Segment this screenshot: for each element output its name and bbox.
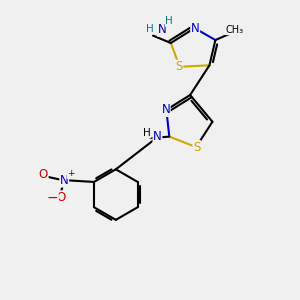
Text: S: S xyxy=(176,60,183,73)
Text: +: + xyxy=(67,169,74,178)
Text: N: N xyxy=(161,103,170,116)
Text: H: H xyxy=(143,128,151,138)
Text: N: N xyxy=(60,174,69,187)
Text: H: H xyxy=(146,24,154,34)
Text: O: O xyxy=(56,191,65,204)
Text: N: N xyxy=(191,22,200,34)
Text: N: N xyxy=(158,23,166,36)
Text: S: S xyxy=(193,140,200,154)
Text: −: − xyxy=(46,191,58,205)
Text: O: O xyxy=(39,168,48,181)
Text: H: H xyxy=(165,16,173,26)
Text: N: N xyxy=(153,130,162,142)
Text: CH₃: CH₃ xyxy=(226,25,244,34)
